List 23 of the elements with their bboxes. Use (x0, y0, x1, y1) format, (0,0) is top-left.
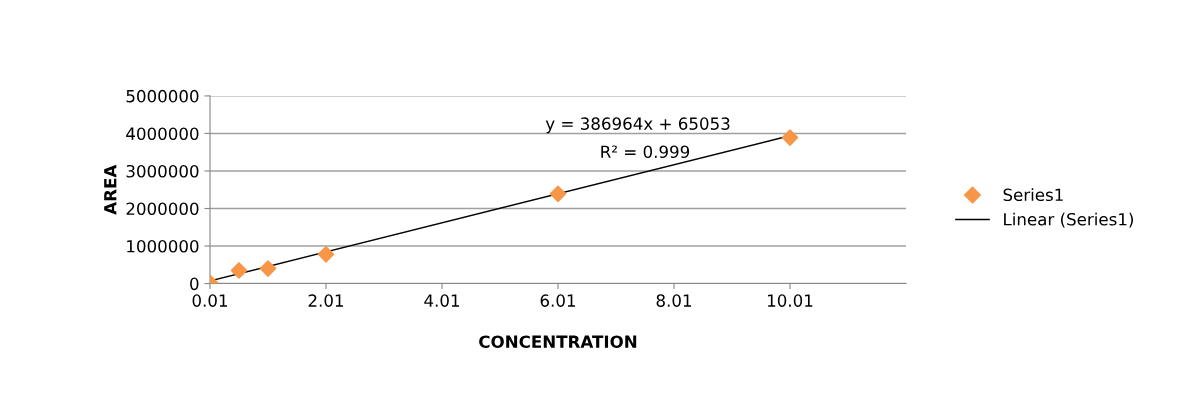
x-tick-label: 2.01 (308, 294, 344, 307)
y-axis-title: AREA (104, 164, 117, 215)
y-tick-label: 2000000 (126, 202, 199, 216)
legend-label: Linear (Series1) (1004, 212, 1133, 228)
y-tick-label: 5000000 (126, 89, 199, 103)
x-tick-label: 4.01 (424, 294, 460, 307)
y-tick-label: 0 (190, 277, 199, 291)
y-tick-label: 3000000 (126, 164, 199, 178)
x-tick-label: 6.01 (540, 294, 576, 307)
point (781, 129, 799, 146)
annotation: R² = 0.999 (601, 145, 690, 159)
point (259, 260, 277, 277)
point (230, 262, 248, 279)
x-axis-title: CONCENTRATION (479, 335, 637, 349)
y-tick-label: 1000000 (127, 239, 199, 253)
x-tick-label: 8.01 (656, 294, 692, 307)
x-tick-label: 10.01 (767, 294, 813, 307)
point (317, 245, 335, 263)
x-tick-label: 0.01 (192, 294, 228, 307)
annotation: y = 386964x + 65053 (545, 117, 730, 134)
point (549, 185, 567, 203)
legend-label: Series1 (1003, 188, 1063, 202)
y-tick-label: 4000000 (126, 127, 199, 141)
